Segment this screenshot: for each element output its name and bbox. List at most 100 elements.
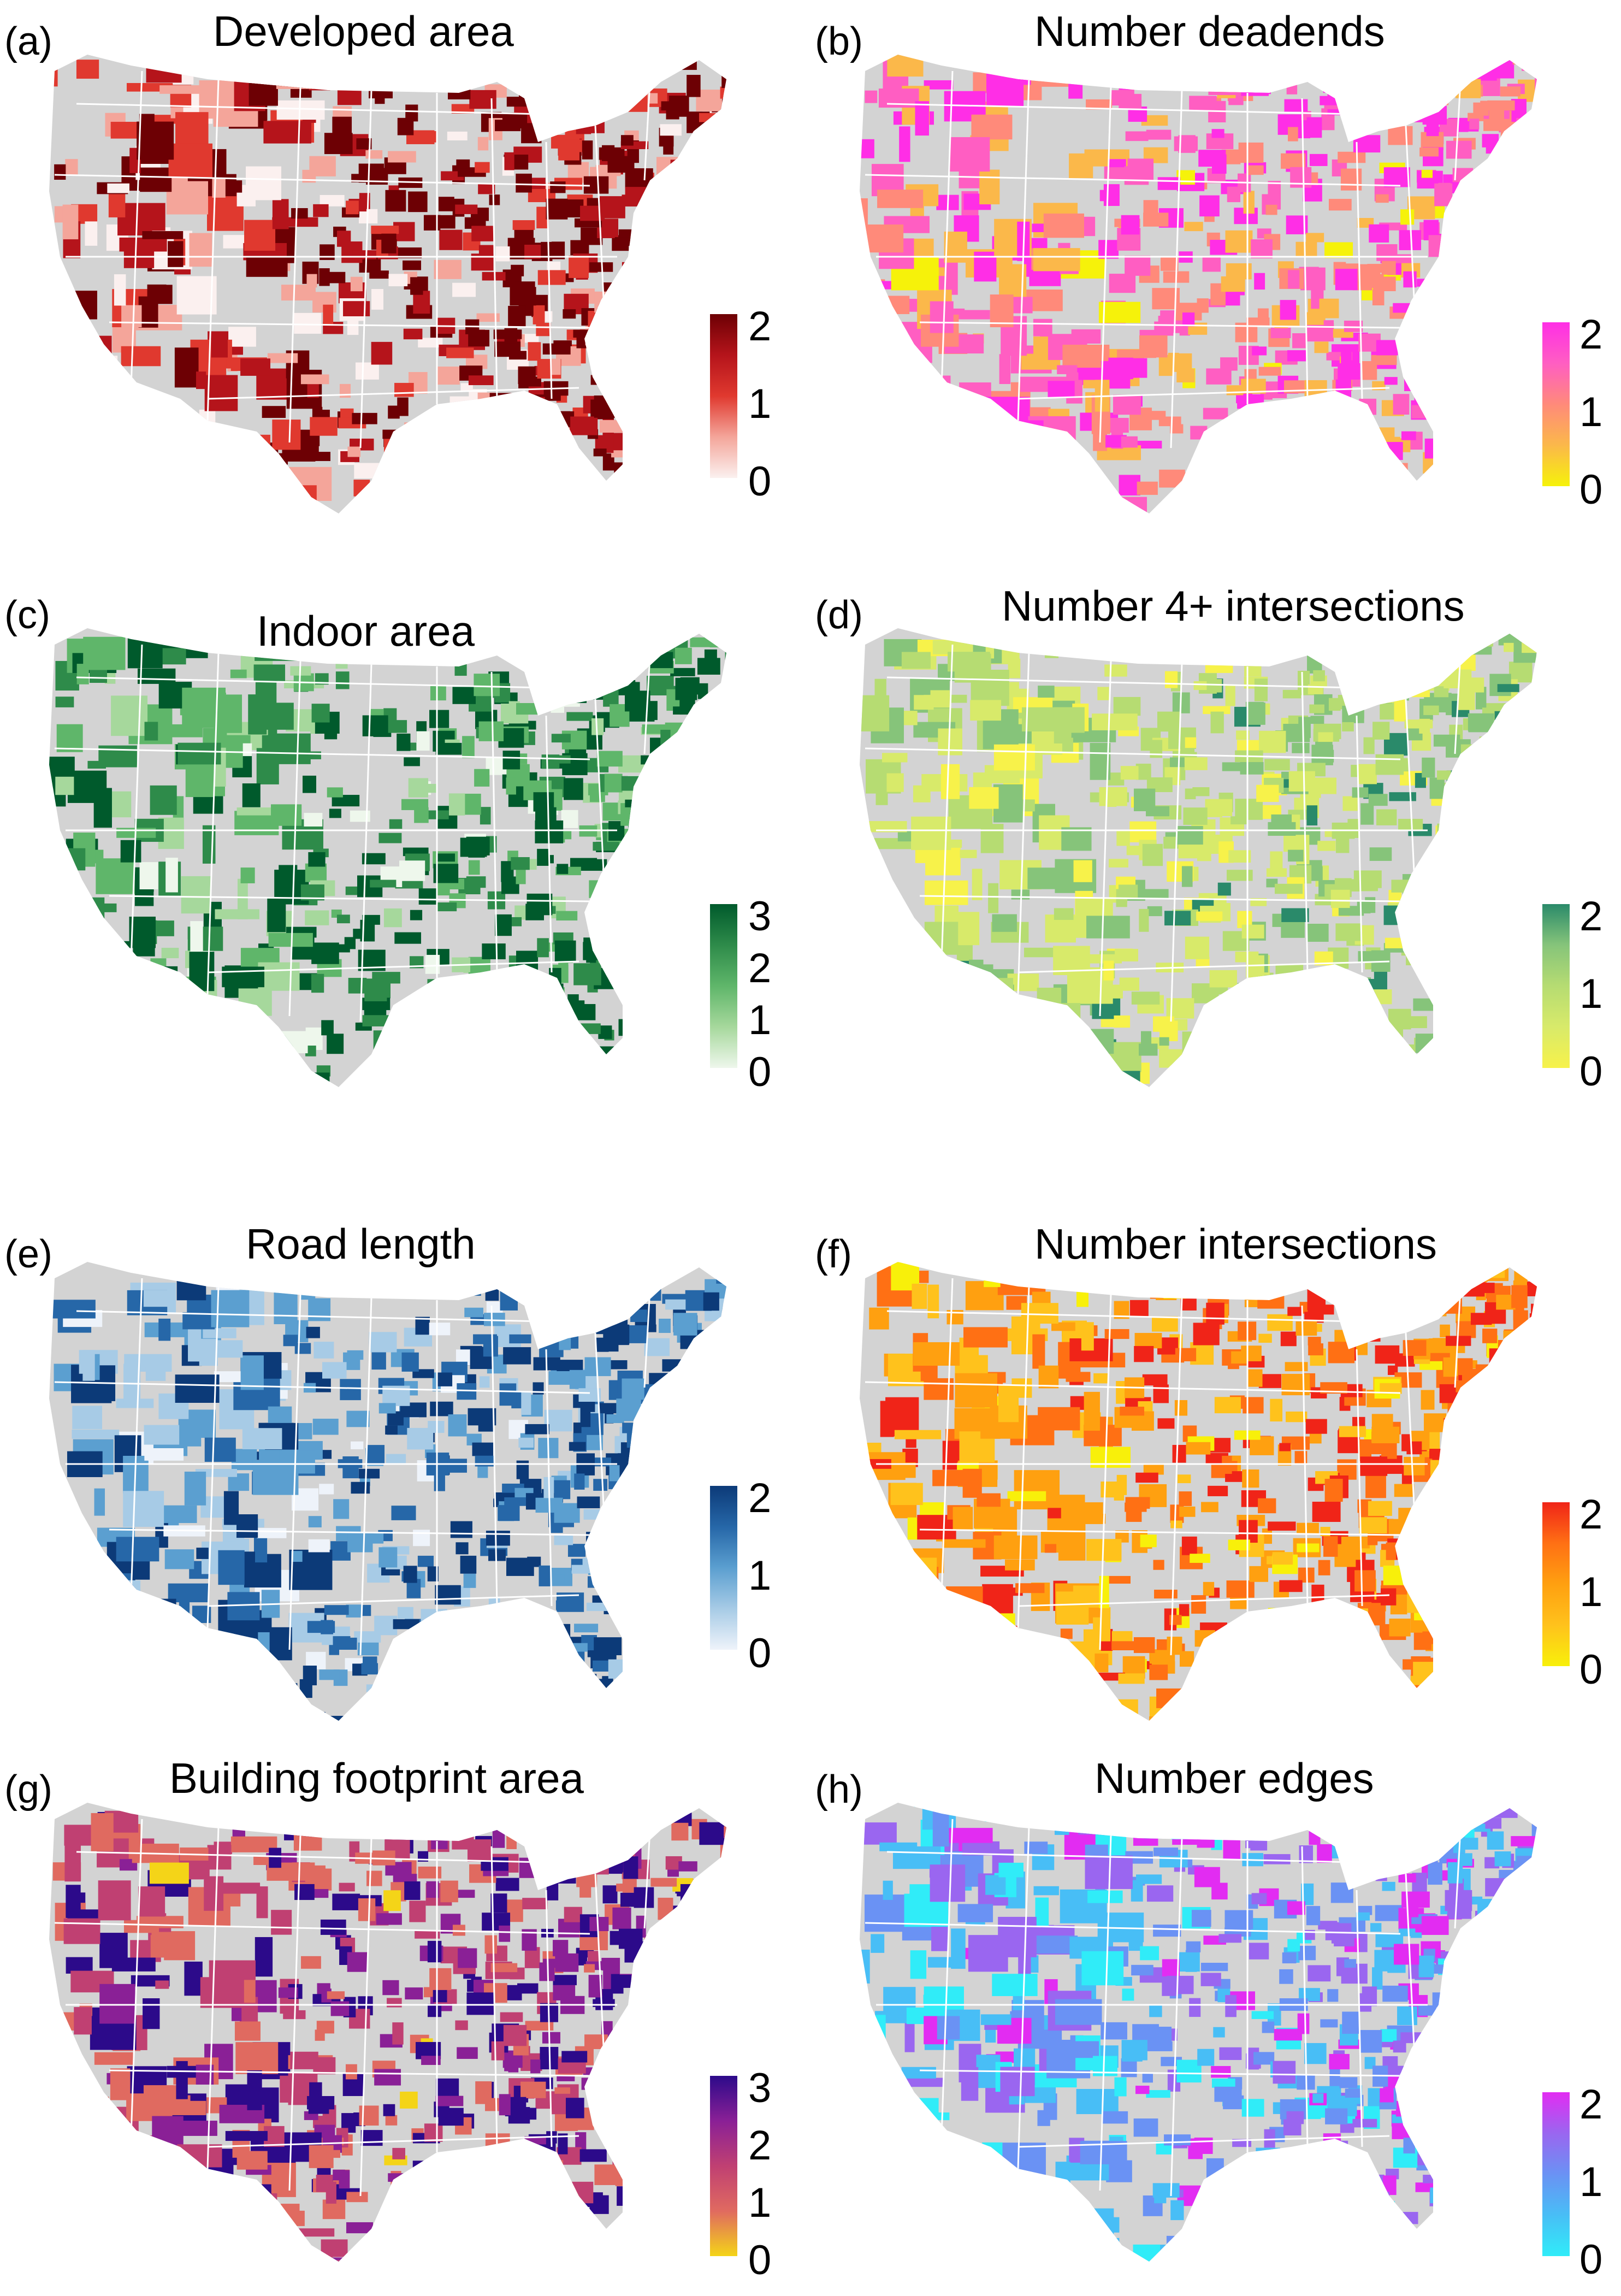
state-border-line xyxy=(109,321,590,329)
county-region xyxy=(220,496,262,513)
county-region xyxy=(1411,495,1431,504)
county-region xyxy=(333,1499,350,1519)
county-region xyxy=(886,515,932,530)
county-region xyxy=(644,1935,668,1947)
county-region xyxy=(664,1054,679,1065)
county-region xyxy=(1513,847,1528,858)
county-region xyxy=(990,294,1014,327)
county-region xyxy=(190,2212,221,2250)
county-region xyxy=(624,58,648,72)
county-region xyxy=(913,1342,960,1366)
county-region xyxy=(49,343,70,368)
county-region xyxy=(346,200,359,215)
county-region xyxy=(144,980,171,1018)
county-region xyxy=(1476,411,1505,423)
county-region xyxy=(1134,1278,1146,1297)
county-region xyxy=(1545,1468,1566,1490)
county-region xyxy=(1274,883,1303,894)
county-region xyxy=(567,2199,582,2215)
county-region xyxy=(1330,889,1350,908)
county-region xyxy=(675,1448,687,1471)
county-region xyxy=(1451,184,1470,193)
county-region xyxy=(480,410,504,419)
county-region xyxy=(546,1081,573,1087)
county-region xyxy=(691,1623,702,1639)
county-region xyxy=(388,1018,415,1032)
county-region xyxy=(1507,837,1521,855)
county-region xyxy=(1375,452,1391,465)
county-region xyxy=(1182,312,1195,327)
county-region xyxy=(1538,1366,1553,1383)
county-region xyxy=(377,653,401,662)
county-region xyxy=(1482,1034,1509,1053)
county-region xyxy=(1530,1322,1537,1341)
county-region xyxy=(462,977,472,993)
county-region xyxy=(977,1059,996,1075)
county-region xyxy=(388,405,400,419)
county-region xyxy=(239,1041,253,1061)
county-region xyxy=(271,1031,308,1054)
county-region xyxy=(1398,819,1423,830)
county-region xyxy=(1070,1502,1103,1524)
county-region xyxy=(561,684,587,703)
county-region xyxy=(713,1432,726,1450)
county-region xyxy=(747,1531,770,1547)
county-region xyxy=(1563,1468,1581,1484)
county-region xyxy=(1439,1080,1456,1087)
county-region xyxy=(1513,1695,1524,1709)
county-region xyxy=(699,1962,719,1970)
county-region xyxy=(1119,475,1141,495)
county-region xyxy=(538,998,558,1020)
county-region xyxy=(916,1025,963,1058)
county-region xyxy=(537,55,555,73)
county-region xyxy=(1008,658,1021,678)
county-region xyxy=(1542,190,1566,205)
county-region xyxy=(240,66,288,79)
county-region xyxy=(452,282,476,297)
county-region xyxy=(1500,840,1513,860)
county-region xyxy=(337,231,351,247)
county-region xyxy=(709,879,726,895)
county-region xyxy=(721,258,726,275)
county-region xyxy=(471,1668,485,1677)
county-region xyxy=(321,2239,348,2257)
county-region xyxy=(652,1076,672,1087)
county-region xyxy=(927,1284,939,1319)
county-region xyxy=(1554,1089,1566,1100)
county-region xyxy=(1246,317,1270,326)
county-region xyxy=(1502,628,1519,642)
county-region xyxy=(1140,1534,1157,1548)
county-region xyxy=(405,1672,433,1692)
county-region xyxy=(1256,784,1279,802)
county-region xyxy=(111,421,130,434)
county-region xyxy=(1304,409,1332,426)
county-region xyxy=(1443,345,1468,358)
county-region xyxy=(980,480,1015,510)
county-region xyxy=(439,229,463,250)
county-region xyxy=(635,450,662,471)
county-region xyxy=(971,114,1013,140)
county-region xyxy=(894,1430,942,1439)
county-region xyxy=(683,2196,706,2206)
county-region xyxy=(1268,181,1281,199)
county-region xyxy=(62,1649,93,1664)
county-region xyxy=(1530,685,1537,697)
county-region xyxy=(1360,1282,1385,1294)
county-region xyxy=(189,952,215,991)
county-region xyxy=(1513,1476,1537,1487)
county-region xyxy=(688,233,715,243)
county-region xyxy=(242,1428,282,1450)
county-region xyxy=(1043,213,1084,238)
county-region xyxy=(64,469,105,491)
county-region xyxy=(225,1009,262,1017)
us-choropleth-map xyxy=(49,55,726,513)
county-region xyxy=(400,2091,418,2109)
county-region xyxy=(488,1549,506,1561)
colorbar-tick: 1 xyxy=(748,997,772,1043)
county-region xyxy=(597,1556,624,1576)
county-region xyxy=(255,1661,271,1675)
county-region xyxy=(1479,1520,1507,1530)
county-region xyxy=(1111,1641,1137,1650)
county-region xyxy=(1477,1672,1488,1690)
county-region xyxy=(534,1029,563,1052)
